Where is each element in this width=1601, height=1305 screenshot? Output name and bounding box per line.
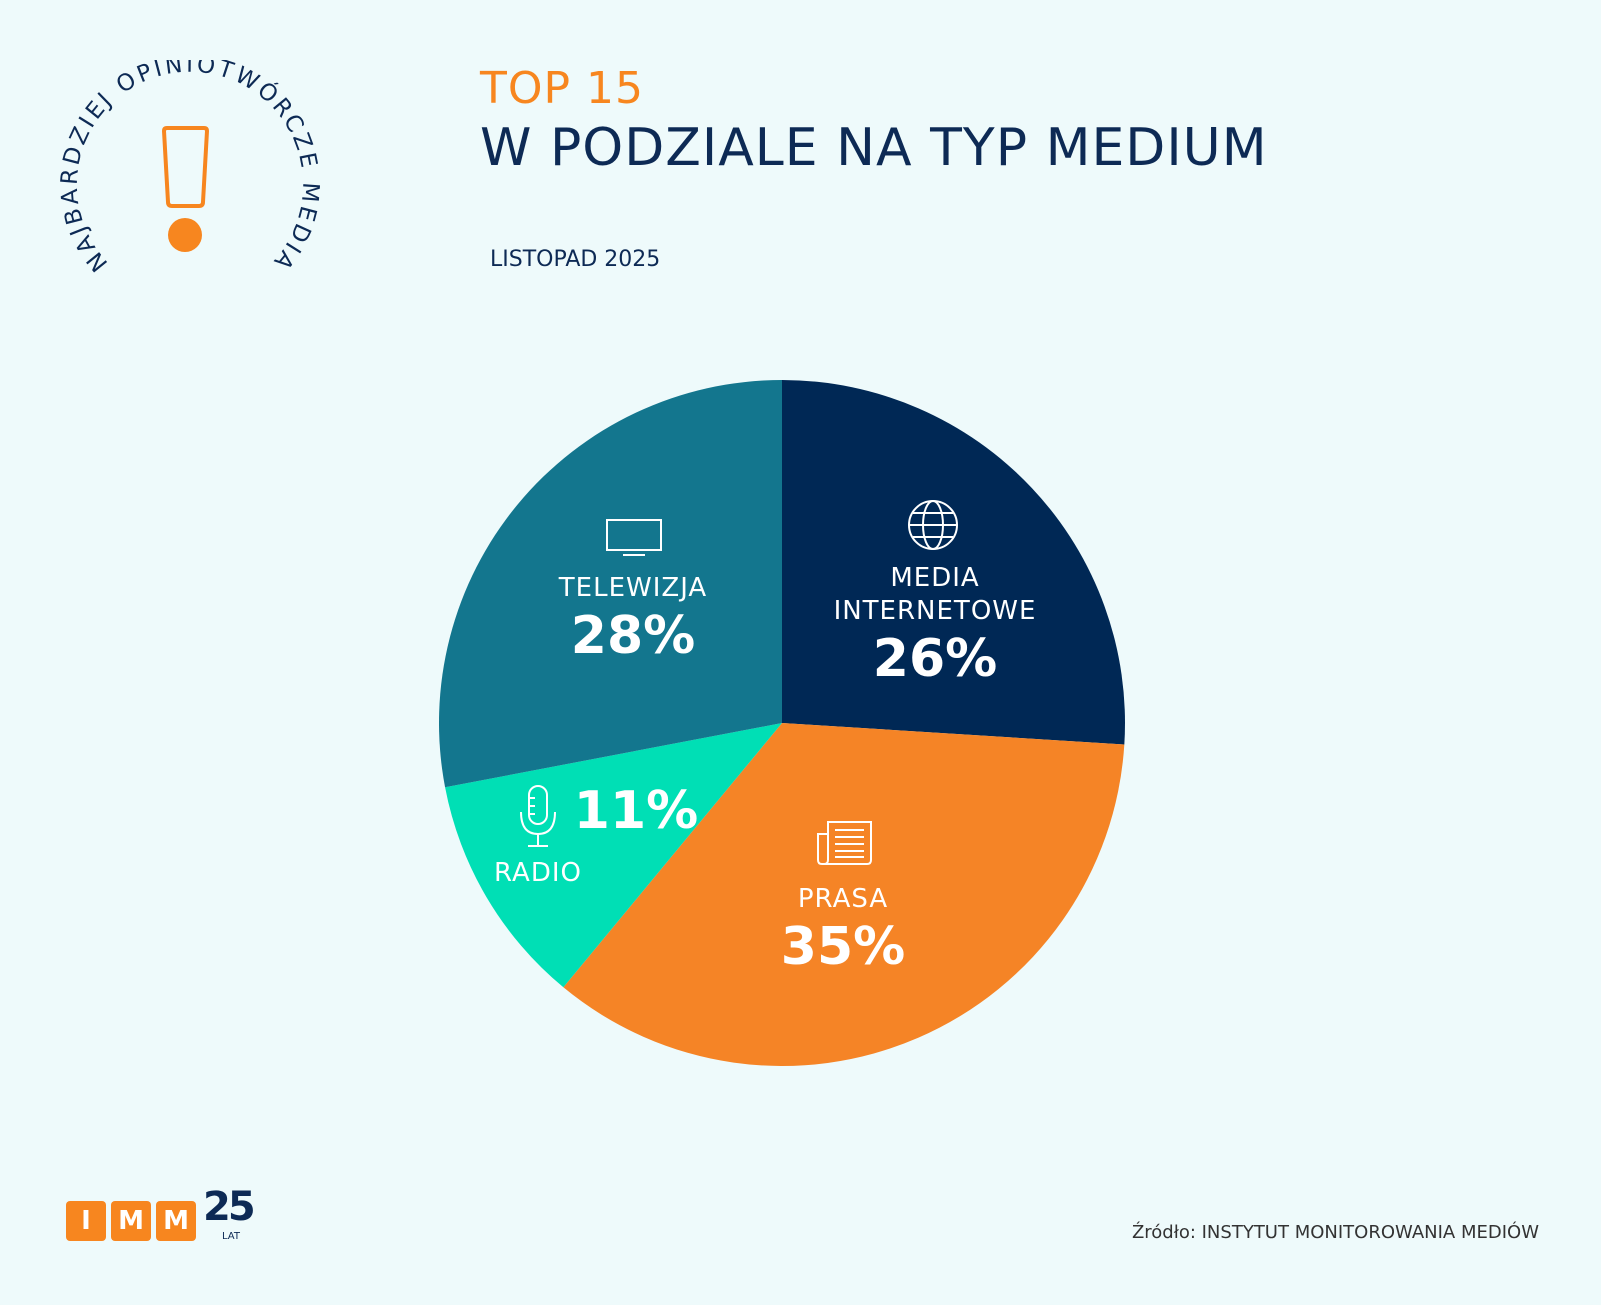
pie-slice-radio <box>445 723 782 988</box>
microphone-icon <box>520 785 556 847</box>
slice-value: 26% <box>872 629 998 689</box>
newspaper-icon <box>817 821 872 865</box>
top-label: TOP 15 <box>480 63 645 114</box>
source-note: Źródło: INSTYTUT MONITOROWANIA MEDIÓW <box>1131 1222 1539 1243</box>
logo-suffix: LAT <box>222 1231 240 1242</box>
slice-label-media-internetowe: MEDIA INTERNETOWE 26% <box>815 562 1055 690</box>
logo-letter: I <box>66 1201 106 1241</box>
slice-name: RADIO <box>494 858 582 888</box>
pie-slice-prasa <box>563 723 1125 1066</box>
pie-slice-media-internetowe <box>782 380 1125 745</box>
logo-number: 25 <box>203 1184 256 1230</box>
logo-letter: M <box>156 1201 196 1241</box>
pie-slice-telewizja <box>439 380 782 788</box>
badge-logo: NAJBARDZIEJ OPINIOTWÓRCZE MEDIA <box>60 60 320 276</box>
date-label: LISTOPAD 2025 <box>490 247 661 272</box>
slice-label-telewizja: TELEWIZJA 28% <box>559 572 707 667</box>
logo-letter: M <box>111 1201 151 1241</box>
slice-value: 11% <box>573 781 699 841</box>
tv-icon <box>606 519 662 556</box>
slice-label-prasa: PRASA 35% <box>781 883 905 978</box>
exclamation-icon <box>161 126 210 252</box>
slice-value: 28% <box>570 606 696 666</box>
slice-value-radio: 11% <box>574 780 698 842</box>
slice-name-radio: RADIO <box>494 857 582 890</box>
page-title: W PODZIALE NA TYP MEDIUM <box>480 118 1268 178</box>
globe-icon <box>908 500 958 550</box>
slice-name: MEDIA INTERNETOWE <box>833 563 1037 626</box>
slice-name: TELEWIZJA <box>558 573 708 603</box>
slice-name: PRASA <box>797 884 889 914</box>
slice-value: 35% <box>780 917 906 977</box>
